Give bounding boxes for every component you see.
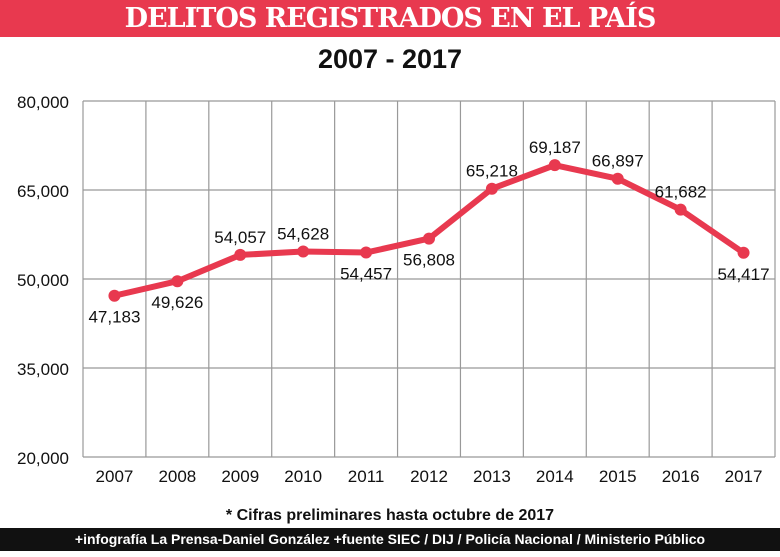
data-label: 54,457 — [340, 265, 392, 284]
data-point — [297, 245, 310, 258]
y-tick-label: 50,000 — [17, 271, 69, 290]
data-point — [234, 248, 247, 261]
y-tick-label: 65,000 — [17, 182, 69, 201]
x-tick-label: 2017 — [725, 467, 763, 486]
x-tick-label: 2015 — [599, 467, 637, 486]
chart-subtitle: 2007 - 2017 — [317, 44, 463, 74]
x-tick-label: 2014 — [536, 467, 574, 486]
x-tick-label: 2008 — [158, 467, 196, 486]
x-tick-label: 2010 — [284, 467, 322, 486]
data-point — [611, 172, 624, 185]
data-point — [108, 289, 121, 302]
data-point — [737, 246, 750, 259]
y-tick-label: 80,000 — [17, 93, 69, 112]
data-label: 66,897 — [592, 152, 644, 171]
data-label: 54,417 — [718, 265, 770, 284]
data-point — [674, 203, 687, 216]
chart-title: DELITOS REGISTRADOS EN EL PAÍS — [0, 0, 780, 37]
x-tick-label: 2011 — [348, 467, 385, 486]
data-label: 56,808 — [403, 251, 455, 270]
data-point — [171, 275, 184, 288]
data-label: 49,626 — [151, 293, 203, 312]
x-tick-label: 2009 — [221, 467, 259, 486]
x-tick-label: 2007 — [96, 467, 134, 486]
data-point — [485, 182, 498, 195]
data-point — [423, 232, 435, 245]
data-label: 65,218 — [466, 162, 518, 181]
preliminary-note: * Cifras preliminares hasta octubre de 2… — [225, 507, 555, 524]
x-tick-label: 2013 — [473, 467, 511, 486]
data-point — [360, 246, 373, 259]
credits-footer: +infografía La Prensa-Daniel González +f… — [0, 528, 780, 551]
y-tick-label: 35,000 — [17, 360, 69, 379]
x-tick-label: 2016 — [662, 467, 700, 486]
y-tick-label: 20,000 — [17, 449, 69, 468]
x-tick-label: 2012 — [410, 467, 448, 486]
data-point — [548, 159, 561, 172]
data-label: 54,057 — [214, 228, 266, 247]
data-label: 61,682 — [655, 183, 707, 202]
data-label: 47,183 — [88, 308, 140, 327]
data-label: 69,187 — [529, 138, 581, 157]
data-label: 54,628 — [277, 225, 329, 244]
